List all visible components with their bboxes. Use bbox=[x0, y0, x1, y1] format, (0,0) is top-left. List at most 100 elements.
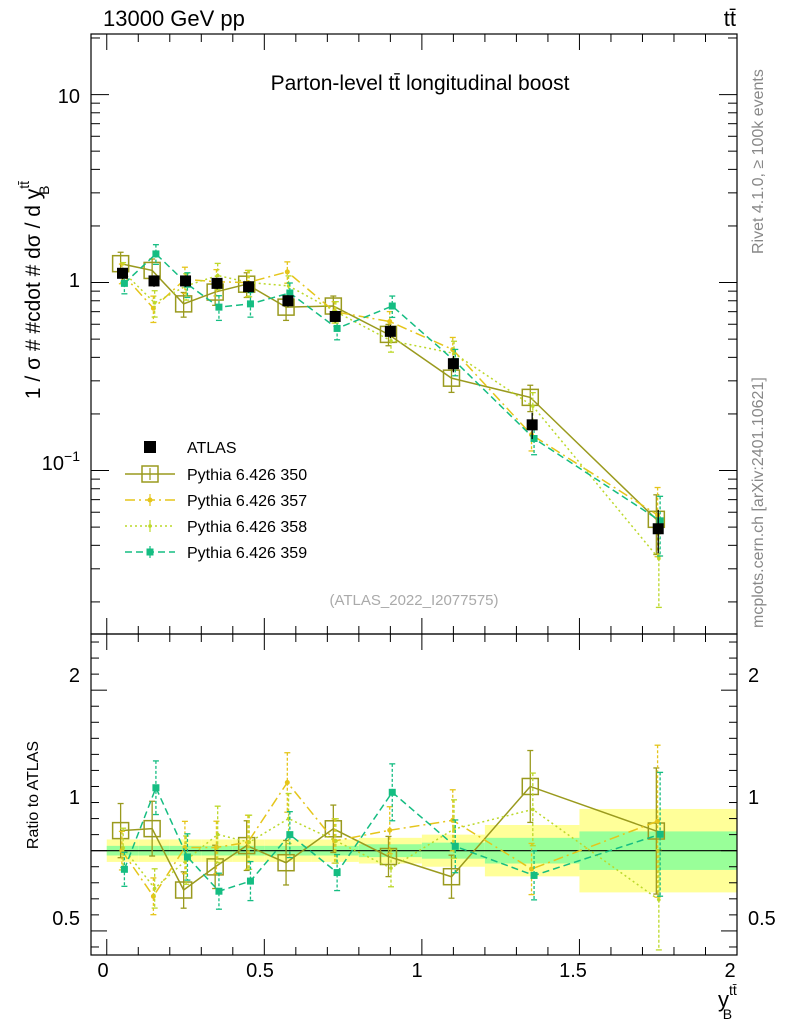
energy-label: 13000 GeV pp bbox=[103, 6, 245, 31]
ratio-ytick-1: 1 bbox=[69, 787, 80, 809]
xtick-label-1: 1 bbox=[411, 960, 422, 982]
series-point bbox=[531, 404, 535, 408]
ratio-point bbox=[656, 830, 664, 838]
ratio-point bbox=[379, 847, 398, 866]
ratio-ytick-2-right: 2 bbox=[748, 665, 759, 687]
data-point bbox=[384, 325, 396, 337]
ratio-point bbox=[152, 784, 160, 792]
ratio-point bbox=[120, 865, 128, 873]
ratio-point bbox=[183, 853, 191, 861]
ratio-point bbox=[247, 840, 251, 845]
legend-label-357: Pythia 6.426 357 bbox=[187, 493, 307, 510]
ratio-ytick-0.5-right: 0.5 bbox=[748, 908, 776, 930]
ratio-point bbox=[174, 881, 193, 899]
xtick-label-0: 0 bbox=[97, 960, 108, 982]
svg-text:1 / σ # #cdot # dσ / d ytt̄B: 1 / σ # #cdot # dσ / d ytt̄B bbox=[16, 181, 52, 399]
series-point bbox=[120, 279, 128, 287]
ratio-point bbox=[389, 866, 393, 870]
main-frame bbox=[90, 33, 738, 635]
svg-text:ytt̄B: ytt̄ B bbox=[718, 982, 737, 1022]
data-point bbox=[243, 281, 255, 293]
x-axis-label: ytt̄ B bbox=[718, 982, 737, 1022]
ratio-point bbox=[657, 898, 661, 902]
ratio-point bbox=[206, 858, 224, 876]
legend-label-358: Pythia 6.426 358 bbox=[187, 519, 307, 536]
series-point bbox=[152, 301, 157, 305]
ratio-point bbox=[215, 832, 220, 837]
series-point bbox=[530, 435, 538, 443]
data-point bbox=[180, 275, 192, 287]
ratio-point bbox=[284, 779, 290, 785]
watermark: (ATLAS_2022_I2077575) bbox=[329, 592, 498, 609]
legend-marker-0 bbox=[141, 465, 159, 483]
ratio-point bbox=[531, 807, 535, 812]
ratio-ytick-1-right: 1 bbox=[748, 787, 759, 809]
series-point bbox=[442, 369, 461, 387]
ratio-panel: 2 1 0.5 2 1 0.5 Ratio to ATLAS 0 0.5 1 1… bbox=[25, 633, 776, 1022]
series-point bbox=[286, 289, 294, 297]
data-point bbox=[211, 277, 223, 289]
legend-label-data: ATLAS bbox=[187, 440, 237, 457]
series-point bbox=[389, 338, 393, 343]
main-data-layer bbox=[111, 244, 666, 609]
series-line-1 bbox=[121, 271, 658, 516]
ytick-label-10: 10 bbox=[58, 86, 80, 108]
ratio-point bbox=[333, 869, 341, 877]
main-ylabel: 1 / σ # #cdot # dσ / d ytt̄B bbox=[16, 181, 52, 399]
ratio-point bbox=[286, 831, 294, 839]
series-point bbox=[152, 250, 160, 258]
xtick-label-2: 2 bbox=[724, 960, 735, 982]
data-point bbox=[117, 267, 129, 279]
ratio-point bbox=[451, 842, 459, 850]
series-point bbox=[215, 273, 220, 278]
ratio-line-3 bbox=[123, 785, 661, 893]
xtick-label-1.5: 1.5 bbox=[559, 960, 587, 982]
main-ticks bbox=[91, 34, 738, 634]
process-label: tt̄ bbox=[724, 6, 736, 31]
data-point bbox=[447, 358, 459, 370]
ratio-point bbox=[521, 777, 540, 796]
ratio-point bbox=[111, 821, 130, 840]
ratio-ytick-0.5: 0.5 bbox=[52, 908, 80, 930]
ratio-point bbox=[277, 853, 295, 872]
series-point bbox=[387, 319, 393, 325]
xtick-label-0.5: 0.5 bbox=[246, 960, 274, 982]
ratio-point bbox=[334, 839, 338, 843]
mcplots-label: mcplots.cern.ch [arXiv:2401.10621] bbox=[750, 377, 767, 628]
series-point bbox=[174, 295, 193, 313]
legend-marker-3 bbox=[146, 548, 154, 556]
main-panel: Parton-level tt̄ longitudinal boost (ATL… bbox=[16, 33, 738, 635]
ratio-ticks bbox=[91, 634, 738, 955]
series-line-2 bbox=[122, 271, 660, 560]
ratio-point bbox=[237, 836, 256, 855]
legend-marker-data bbox=[144, 441, 156, 453]
ratio-point bbox=[388, 788, 396, 796]
data-point bbox=[282, 295, 294, 307]
series-point bbox=[521, 388, 540, 407]
series-point bbox=[656, 517, 664, 525]
data-point bbox=[652, 523, 664, 535]
main-title: Parton-level tt̄ longitudinal boost bbox=[271, 72, 570, 95]
ratio-point bbox=[246, 877, 254, 885]
series-point bbox=[657, 556, 661, 561]
legend-marker-1 bbox=[147, 497, 153, 503]
ratio-point bbox=[143, 819, 161, 838]
legend: ATLAS Pythia 6.426 350 Pythia 6.426 357 … bbox=[125, 440, 307, 562]
data-point bbox=[526, 419, 538, 431]
ratio-point bbox=[452, 827, 456, 831]
ratio-frame bbox=[90, 633, 738, 956]
legend-label-359: Pythia 6.426 359 bbox=[187, 545, 307, 562]
legend-marker-2 bbox=[148, 524, 152, 528]
ratio-point bbox=[387, 827, 393, 833]
ratio-ytick-2: 2 bbox=[69, 665, 80, 687]
series-point bbox=[452, 351, 456, 356]
ratio-point bbox=[655, 818, 661, 824]
rivet-label: Rivet 4.1.0, ≥ 100k events bbox=[750, 69, 767, 254]
ratio-ylabel: Ratio to ATLAS bbox=[25, 741, 42, 849]
series-point bbox=[246, 300, 254, 308]
data-point bbox=[329, 310, 341, 322]
ytick-label-1: 1 bbox=[69, 270, 80, 292]
data-point bbox=[148, 275, 160, 287]
series-point bbox=[215, 303, 223, 311]
